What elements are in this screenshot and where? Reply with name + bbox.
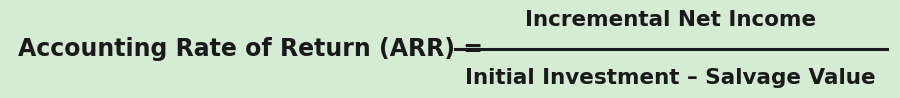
Text: Accounting Rate of Return (ARR) =: Accounting Rate of Return (ARR) = — [18, 37, 483, 61]
Text: Initial Investment – Salvage Value: Initial Investment – Salvage Value — [465, 68, 876, 88]
Text: Incremental Net Income: Incremental Net Income — [525, 10, 816, 30]
